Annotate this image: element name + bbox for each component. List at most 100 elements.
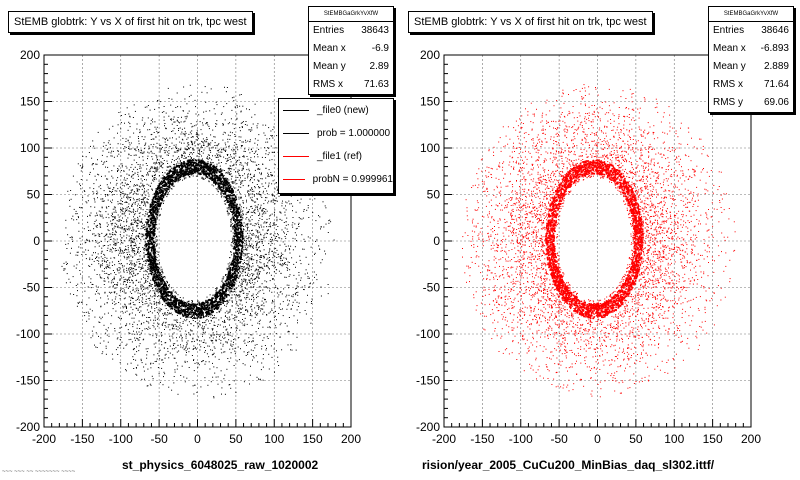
data-point bbox=[247, 238, 249, 240]
data-point bbox=[130, 302, 132, 304]
data-point bbox=[190, 123, 192, 125]
data-point bbox=[238, 209, 240, 211]
data-point bbox=[295, 288, 296, 290]
data-point bbox=[227, 178, 229, 180]
data-point bbox=[289, 274, 291, 276]
data-point bbox=[155, 128, 157, 130]
data-point bbox=[234, 142, 236, 143]
data-point bbox=[266, 210, 268, 212]
data-point bbox=[176, 150, 178, 152]
data-point bbox=[244, 268, 246, 270]
data-point bbox=[95, 332, 97, 334]
data-point bbox=[288, 294, 290, 296]
data-point bbox=[121, 210, 123, 212]
data-point bbox=[189, 84, 191, 86]
data-point bbox=[187, 300, 189, 302]
data-point bbox=[240, 312, 242, 313]
data-point bbox=[257, 209, 259, 211]
data-point bbox=[103, 162, 105, 164]
data-point bbox=[266, 264, 267, 266]
data-point bbox=[140, 358, 142, 360]
data-point bbox=[66, 273, 68, 275]
data-point bbox=[154, 237, 156, 239]
data-point bbox=[137, 198, 139, 200]
data-point bbox=[192, 318, 193, 320]
data-point bbox=[257, 270, 259, 272]
data-point bbox=[242, 165, 244, 167]
data-point bbox=[166, 302, 168, 304]
data-point bbox=[93, 228, 95, 230]
data-point bbox=[239, 238, 241, 240]
data-point bbox=[129, 115, 131, 117]
data-point bbox=[247, 223, 249, 225]
data-point bbox=[292, 333, 294, 335]
data-point bbox=[135, 284, 137, 286]
data-point bbox=[248, 337, 250, 339]
data-point bbox=[215, 299, 217, 301]
data-point bbox=[239, 175, 241, 176]
data-point bbox=[136, 162, 138, 164]
data-point bbox=[287, 299, 289, 301]
data-point bbox=[108, 217, 110, 219]
data-point bbox=[106, 330, 108, 332]
data-point bbox=[272, 137, 274, 139]
data-point bbox=[185, 350, 187, 352]
data-point bbox=[134, 254, 136, 256]
data-point bbox=[217, 154, 218, 156]
data-point bbox=[115, 248, 117, 250]
data-point bbox=[228, 295, 230, 297]
data-point bbox=[146, 354, 148, 356]
data-point bbox=[247, 282, 249, 284]
data-point bbox=[186, 115, 188, 117]
data-point bbox=[141, 236, 143, 238]
data-point bbox=[99, 235, 101, 237]
data-point bbox=[218, 310, 220, 312]
data-point bbox=[272, 194, 274, 196]
data-point bbox=[174, 133, 176, 135]
data-point bbox=[187, 142, 189, 144]
data-point bbox=[128, 268, 129, 270]
data-point bbox=[245, 218, 247, 220]
data-point bbox=[254, 201, 255, 203]
data-point bbox=[134, 269, 136, 271]
data-point bbox=[143, 186, 144, 188]
data-point bbox=[107, 241, 108, 243]
data-point bbox=[208, 149, 210, 151]
data-point bbox=[330, 221, 332, 223]
data-point bbox=[144, 245, 145, 247]
data-point bbox=[168, 154, 169, 156]
data-point bbox=[216, 150, 218, 152]
data-point bbox=[123, 235, 125, 237]
data-point bbox=[325, 223, 327, 225]
data-point bbox=[121, 164, 123, 166]
data-point bbox=[143, 256, 145, 258]
data-point bbox=[132, 208, 134, 210]
data-point bbox=[147, 117, 149, 119]
data-point bbox=[193, 340, 195, 342]
data-point bbox=[299, 194, 301, 195]
data-point bbox=[100, 252, 102, 254]
data-point bbox=[278, 195, 280, 197]
data-point bbox=[146, 259, 148, 261]
data-point bbox=[244, 151, 246, 152]
data-point bbox=[225, 274, 226, 276]
data-point bbox=[265, 208, 267, 210]
data-point bbox=[97, 286, 99, 288]
data-point bbox=[157, 325, 159, 327]
data-point bbox=[73, 265, 75, 267]
data-point bbox=[114, 190, 116, 192]
data-point bbox=[289, 203, 291, 205]
data-point bbox=[101, 277, 103, 279]
data-point bbox=[250, 157, 252, 159]
data-point bbox=[183, 152, 185, 154]
data-point bbox=[177, 149, 179, 151]
data-point bbox=[242, 269, 244, 271]
data-point bbox=[162, 203, 164, 204]
data-point bbox=[138, 200, 140, 202]
data-point bbox=[160, 208, 162, 210]
data-point bbox=[105, 166, 106, 168]
data-point bbox=[156, 358, 158, 360]
data-point bbox=[167, 324, 169, 326]
data-point bbox=[177, 365, 179, 367]
data-point bbox=[220, 196, 222, 198]
